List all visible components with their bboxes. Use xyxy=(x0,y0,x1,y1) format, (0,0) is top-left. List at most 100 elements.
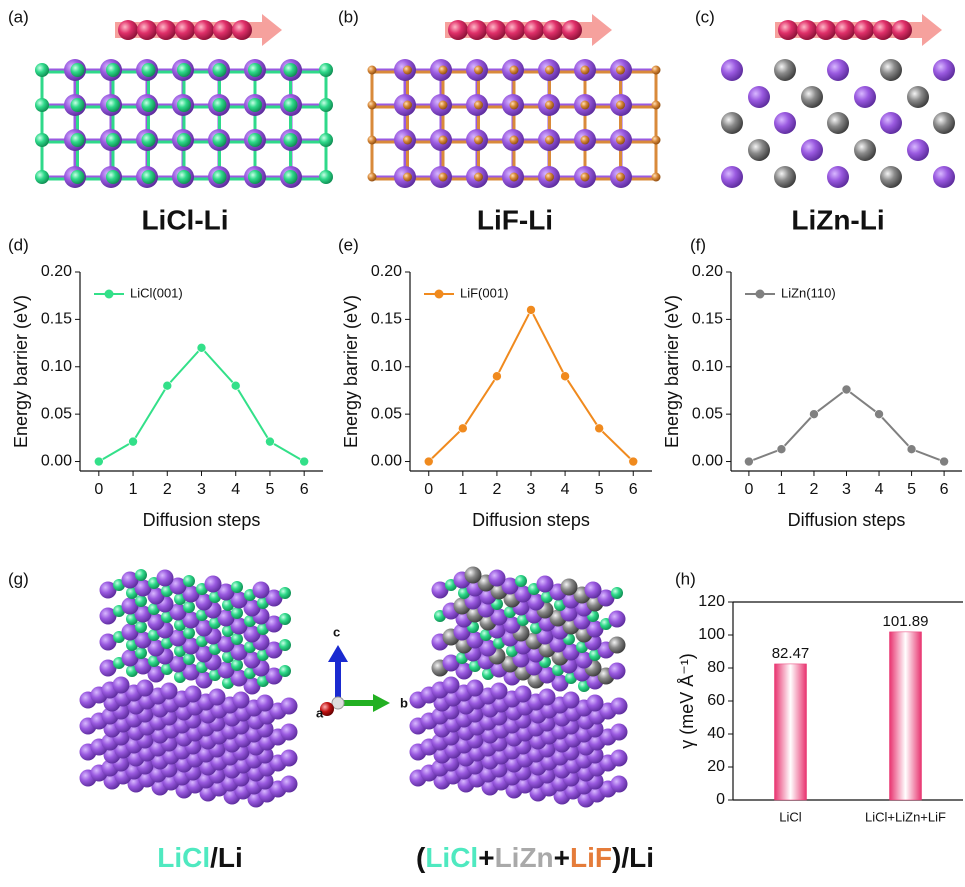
atom xyxy=(721,59,743,81)
atom xyxy=(443,677,460,694)
atom xyxy=(907,86,929,108)
c-arrow-head xyxy=(328,645,348,662)
atom xyxy=(609,663,626,680)
atom xyxy=(581,136,590,145)
axis-label: c xyxy=(333,624,340,639)
atom xyxy=(854,20,874,40)
atom xyxy=(137,680,154,697)
y-tick-label: 20 xyxy=(707,758,725,775)
atom xyxy=(403,136,412,145)
atom xyxy=(748,86,770,108)
atom xyxy=(510,136,519,145)
atom xyxy=(486,20,506,40)
atom xyxy=(177,63,191,77)
panel-label: (g) xyxy=(8,569,29,588)
atom xyxy=(652,173,661,182)
atom xyxy=(563,692,580,709)
atom xyxy=(183,601,195,613)
y-tick-label: 0.20 xyxy=(371,263,402,280)
x-axis-title: Diffusion steps xyxy=(472,510,590,530)
x-tick-label: 4 xyxy=(561,481,570,498)
atom xyxy=(177,98,191,112)
atom xyxy=(611,776,628,793)
atom xyxy=(827,112,849,134)
atom xyxy=(284,98,298,112)
caption-part: LiZn xyxy=(495,842,554,873)
atom xyxy=(562,20,582,40)
atom xyxy=(774,59,796,81)
atom xyxy=(474,173,483,182)
y-axis-title: Energy barrier (eV) xyxy=(11,295,31,448)
x-tick-label: 2 xyxy=(163,481,172,498)
bar xyxy=(890,632,922,800)
atom xyxy=(880,59,902,81)
atom xyxy=(106,133,120,147)
atom xyxy=(135,595,147,607)
caption-part: + xyxy=(554,842,570,873)
axis-label: a xyxy=(316,705,324,720)
atom xyxy=(319,98,333,112)
atom xyxy=(774,112,796,134)
atom xyxy=(248,63,262,77)
x-tick-label: 1 xyxy=(458,481,467,498)
atom xyxy=(801,86,823,108)
atom xyxy=(177,170,191,184)
atom xyxy=(467,20,487,40)
atom xyxy=(284,170,298,184)
panel-label: (c) xyxy=(695,7,715,26)
atom xyxy=(279,665,291,677)
atom xyxy=(281,724,298,741)
y-tick-label: 100 xyxy=(698,626,725,643)
atom xyxy=(611,750,628,767)
x-tick-label: 6 xyxy=(940,481,949,498)
atom xyxy=(35,170,49,184)
atom xyxy=(183,575,195,587)
panel-label: (d) xyxy=(8,235,29,254)
x-tick-label: 1 xyxy=(129,481,138,498)
atom xyxy=(183,653,195,665)
atom xyxy=(616,136,625,145)
atom xyxy=(748,139,770,161)
atom xyxy=(611,698,628,715)
x-tick-label: 3 xyxy=(842,481,851,498)
data-point xyxy=(907,445,916,454)
data-point xyxy=(492,372,501,381)
atom xyxy=(880,112,902,134)
atom xyxy=(439,101,448,110)
atom xyxy=(142,133,156,147)
atom xyxy=(609,637,626,654)
y-tick-label: 0.15 xyxy=(371,311,402,328)
atom xyxy=(156,20,176,40)
data-point xyxy=(842,385,851,394)
atom xyxy=(827,166,849,188)
atom xyxy=(209,689,226,706)
value-label: 101.89 xyxy=(883,613,929,630)
atom xyxy=(616,101,625,110)
atom xyxy=(801,139,823,161)
caption-part: LiF xyxy=(570,842,612,873)
x-tick-label: LiCl xyxy=(779,809,802,824)
data-point xyxy=(629,457,638,466)
atom xyxy=(248,170,262,184)
series-line xyxy=(429,310,634,462)
atom xyxy=(581,66,590,75)
x-tick-label: 1 xyxy=(777,481,786,498)
y-axis-title: Energy barrier (eV) xyxy=(341,295,361,448)
caption-part: LiCl xyxy=(157,842,210,873)
x-tick-label: 6 xyxy=(629,481,638,498)
atom xyxy=(933,166,955,188)
x-tick-label: 4 xyxy=(231,481,240,498)
atom xyxy=(213,20,233,40)
atom xyxy=(797,20,817,40)
b-arrow-head xyxy=(373,694,390,712)
legend-label: LiCl(001) xyxy=(130,285,183,300)
atom xyxy=(142,170,156,184)
atom xyxy=(616,66,625,75)
atom xyxy=(545,101,554,110)
atom xyxy=(71,63,85,77)
atom xyxy=(213,98,227,112)
atom xyxy=(611,724,628,741)
atom xyxy=(231,581,243,593)
atom xyxy=(510,173,519,182)
structure-caption: LiCl-Li xyxy=(141,204,228,235)
